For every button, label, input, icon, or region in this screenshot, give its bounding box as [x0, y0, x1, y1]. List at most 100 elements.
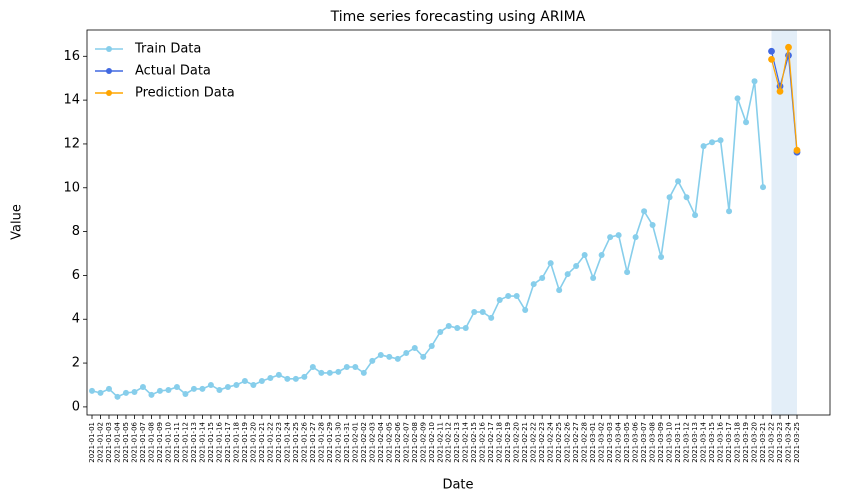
x-axis-label: Date — [442, 478, 473, 493]
point — [428, 342, 435, 349]
point — [734, 95, 741, 102]
point — [420, 353, 427, 360]
x-tick-label: 2021-03-04 — [615, 421, 623, 462]
x-tick-label: 2021-02-03 — [368, 422, 376, 463]
point — [496, 296, 503, 303]
plot-frame — [86, 29, 831, 416]
point — [369, 357, 376, 364]
point — [267, 374, 274, 381]
point — [216, 387, 223, 394]
point — [607, 234, 614, 241]
point — [743, 119, 750, 126]
x-tick-label: 2021-02-05 — [385, 422, 393, 463]
point — [114, 393, 121, 400]
x-tick-label: 2021-01-25 — [292, 422, 300, 463]
x-tick-label: 2021-01-29 — [326, 422, 334, 463]
point — [301, 373, 308, 380]
point — [581, 252, 588, 259]
point — [241, 378, 248, 385]
point — [573, 262, 580, 269]
x-tick-label: 2021-02-26 — [564, 421, 572, 462]
x-tick-label: 2021-03-10 — [666, 422, 674, 463]
x-tick-label: 2021-01-11 — [173, 422, 181, 463]
point — [479, 309, 486, 316]
point — [233, 381, 240, 388]
point — [726, 208, 733, 215]
x-tick-label: 2021-02-09 — [419, 422, 427, 463]
point — [556, 287, 563, 294]
point — [165, 387, 172, 394]
point — [199, 385, 206, 392]
point — [190, 385, 197, 392]
legend-label: Train Data — [134, 42, 201, 57]
point — [683, 194, 690, 201]
point — [768, 55, 775, 63]
series-line — [91, 81, 764, 398]
point — [394, 355, 401, 362]
x-tick-label: 2021-01-31 — [343, 422, 351, 463]
point — [760, 184, 767, 191]
x-tick-label: 2021-03-02 — [598, 422, 606, 463]
point — [692, 212, 699, 219]
x-tick-label: 2021-02-11 — [436, 422, 444, 463]
y-tick-label: 14 — [63, 93, 80, 108]
x-tick-label: 2021-03-07 — [640, 422, 648, 463]
x-tick-label: 2021-03-09 — [657, 422, 665, 463]
point — [352, 364, 359, 371]
point — [284, 375, 291, 382]
point — [343, 364, 350, 371]
x-tick-label: 2021-02-08 — [411, 422, 419, 463]
x-tick-label: 2021-01-21 — [258, 422, 266, 463]
point — [335, 368, 342, 375]
x-tick-label: 2021-02-21 — [521, 422, 529, 463]
point — [275, 371, 282, 378]
point — [624, 269, 631, 276]
point — [292, 375, 299, 382]
x-tick-label: 2021-02-06 — [394, 421, 402, 462]
x-tick-label: 2021-03-15 — [708, 422, 716, 463]
y-tick-label: 0 — [72, 399, 80, 414]
x-tick-label: 2021-03-20 — [751, 422, 759, 463]
point — [717, 137, 724, 144]
point — [318, 369, 325, 376]
x-tick-label: 2021-03-23 — [776, 422, 784, 463]
y-tick-label: 4 — [72, 312, 80, 327]
x-tick-label: 2021-01-01 — [88, 422, 96, 463]
y-tick-label: 8 — [72, 224, 80, 239]
x-tick-label: 2021-01-03 — [105, 422, 113, 463]
point — [454, 325, 461, 332]
y-axis-label: Value — [10, 204, 25, 240]
x-tick-label: 2021-03-14 — [700, 421, 708, 462]
x-tick-label: 2021-03-16 — [717, 421, 725, 462]
point — [462, 325, 469, 332]
legend-label: Prediction Data — [135, 86, 235, 101]
x-tick-label: 2021-02-25 — [555, 422, 563, 463]
point — [709, 139, 716, 146]
x-tick-label: 2021-02-01 — [351, 422, 359, 463]
point — [258, 378, 265, 385]
x-tick-label: 2021-02-04 — [377, 421, 385, 462]
x-tick-label: 2021-02-17 — [487, 422, 495, 463]
x-tick-label: 2021-03-21 — [759, 422, 767, 463]
x-tick-label: 2021-01-28 — [317, 422, 325, 463]
point — [97, 389, 104, 396]
point — [675, 178, 682, 185]
x-tick-label: 2021-02-27 — [572, 422, 580, 463]
x-tick-label: 2021-03-22 — [768, 422, 776, 463]
y-tick-label: 12 — [63, 136, 80, 151]
x-tick-label: 2021-02-15 — [470, 422, 478, 463]
point — [522, 307, 529, 314]
point — [488, 314, 495, 321]
x-tick-label: 2021-01-14 — [198, 421, 206, 462]
x-tick-label: 2021-02-24 — [547, 421, 555, 462]
point — [360, 369, 367, 376]
x-tick-label: 2021-03-06 — [632, 421, 640, 462]
point — [615, 232, 622, 239]
point — [89, 387, 95, 394]
x-tick-label: 2021-01-20 — [249, 422, 257, 463]
point — [649, 222, 656, 229]
point — [598, 252, 605, 259]
x-tick-label: 2021-02-28 — [581, 422, 589, 463]
x-tick-label: 2021-01-05 — [122, 422, 130, 463]
point — [768, 47, 775, 55]
